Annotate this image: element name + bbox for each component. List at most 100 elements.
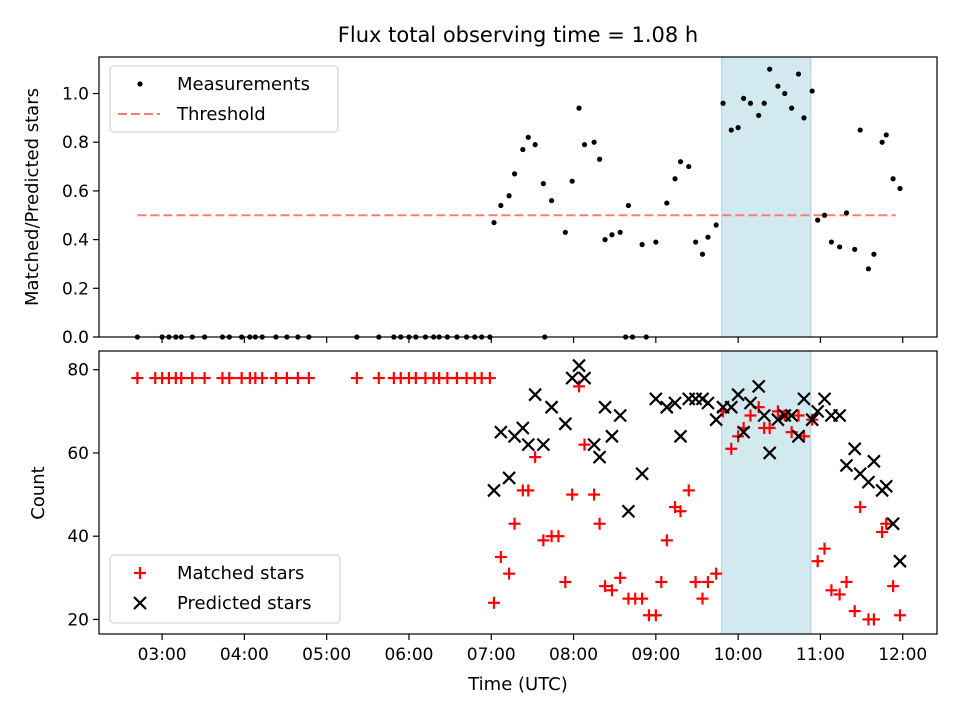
- x-tick-label: 11:00: [796, 645, 845, 665]
- measurements-point: [795, 71, 802, 77]
- measurements-point: [591, 139, 597, 145]
- measurements-point: [562, 229, 568, 235]
- matched-stars-point: [674, 505, 687, 518]
- matched-stars-point: [198, 372, 211, 385]
- predicted-stars-point: [544, 400, 559, 414]
- legend-predicted-marker: [133, 596, 147, 610]
- matched-stars-point: [552, 530, 565, 543]
- predicted-stars-point: [592, 450, 607, 464]
- measurements-point: [879, 139, 885, 145]
- matched-stars-point: [689, 575, 702, 588]
- matched-stars-point: [792, 409, 805, 422]
- predicted-stars-point: [673, 429, 688, 444]
- matched-stars-point: [175, 372, 188, 385]
- measurements-point: [852, 246, 858, 252]
- matched-stars-point: [588, 488, 601, 501]
- matched-stars-point: [887, 580, 900, 593]
- measurements-point: [699, 251, 706, 257]
- figure-title: Flux total observing time = 1.08 h: [338, 23, 698, 47]
- predicted-stars-point: [731, 387, 745, 402]
- top-panel: 0.0 0.2 0.4 0.6 0.8 1.0 Matched/Predicted sta…: [22, 56, 938, 348]
- x-tick-label: 05:00: [302, 645, 351, 665]
- measurements-point: [677, 159, 684, 165]
- matched-stars-point: [710, 567, 723, 580]
- measurements-point: [609, 232, 615, 238]
- matched-stars-point: [660, 534, 673, 547]
- predicted-stars-point: [736, 425, 751, 439]
- count-points: [131, 358, 907, 626]
- measurements-point: [713, 222, 719, 228]
- y-tick-label: 0.8: [62, 133, 89, 153]
- matched-stars-point: [682, 484, 695, 497]
- predicted-stars-point: [817, 392, 832, 406]
- measurements-point: [625, 202, 632, 209]
- matched-stars-point: [269, 372, 282, 385]
- measurements-point: [664, 200, 670, 206]
- y-tick-label: 0.2: [62, 279, 89, 299]
- matched-stars-point: [605, 584, 618, 597]
- bottom-x-axis: 03:00 04:00 05:00 06:00 07:00 08:00 09:00 10:00…: [138, 634, 927, 665]
- matched-stars-point: [763, 421, 776, 434]
- matched-stars-point: [725, 442, 738, 455]
- measurements-point: [775, 83, 781, 89]
- matched-stars-point: [559, 575, 572, 588]
- matched-stars-point: [848, 605, 861, 618]
- matched-stars-point: [522, 484, 535, 497]
- predicted-stars-point: [621, 504, 636, 519]
- x-tick-label: 07:00: [467, 645, 516, 665]
- matched-stars-point: [614, 571, 627, 584]
- matched-stars-point: [701, 575, 714, 588]
- matched-stars-point: [537, 534, 550, 547]
- measurements-point: [756, 112, 762, 119]
- matched-stars-point: [508, 517, 521, 530]
- predicted-stars-point: [605, 429, 619, 444]
- predicted-stars-point: [886, 516, 900, 531]
- measurements-point: [809, 88, 815, 94]
- y-tick-label: 0.0: [62, 328, 89, 348]
- y-tick-label: 0.6: [62, 182, 89, 202]
- predicted-stars-point: [649, 392, 663, 406]
- matched-stars-point: [186, 372, 199, 385]
- legend-measurements-marker: [137, 81, 143, 87]
- matched-stars-point: [854, 501, 867, 514]
- matched-stars-point: [880, 517, 893, 530]
- measurements-point: [815, 217, 821, 223]
- matched-stars-point: [223, 372, 236, 385]
- measurements-point: [498, 202, 504, 209]
- measurements-point: [540, 181, 546, 187]
- measurements-point: [843, 210, 850, 216]
- measurements-point: [532, 142, 538, 148]
- predicted-stars-point: [771, 412, 785, 427]
- matched-stars-point: [599, 580, 612, 593]
- measurements-point: [728, 127, 734, 133]
- matched-stars-point: [302, 372, 315, 385]
- measurements-point: [857, 127, 863, 133]
- x-tick-label: 08:00: [549, 645, 598, 665]
- measurements-point: [821, 212, 828, 218]
- measurements-point: [491, 219, 497, 226]
- matched-stars-point: [503, 567, 516, 580]
- legend-matched-marker: [134, 567, 146, 579]
- measurements-point: [653, 239, 659, 245]
- measurements-point: [672, 176, 678, 182]
- measurements-point: [686, 163, 692, 170]
- predicted-stars-point: [762, 446, 777, 460]
- x-tick-label: 09:00: [631, 645, 680, 665]
- y-tick-label: 1.0: [62, 85, 89, 105]
- measurements-point: [569, 178, 575, 184]
- measurements-point: [782, 90, 788, 97]
- matched-stars-point: [649, 609, 662, 622]
- measurements-point: [735, 125, 741, 131]
- matched-stars-point: [280, 372, 293, 385]
- measurements-point: [617, 229, 623, 235]
- predicted-stars-point: [701, 396, 715, 410]
- y-tick-label: 80: [67, 361, 89, 381]
- predicted-stars-point: [751, 379, 766, 394]
- matched-stars-point: [566, 488, 579, 501]
- predicted-stars-point: [757, 408, 771, 423]
- measurements-point: [602, 237, 608, 243]
- legend-predicted-label: Predicted stars: [177, 593, 311, 614]
- legend-measurements-label: Measurements: [177, 74, 310, 95]
